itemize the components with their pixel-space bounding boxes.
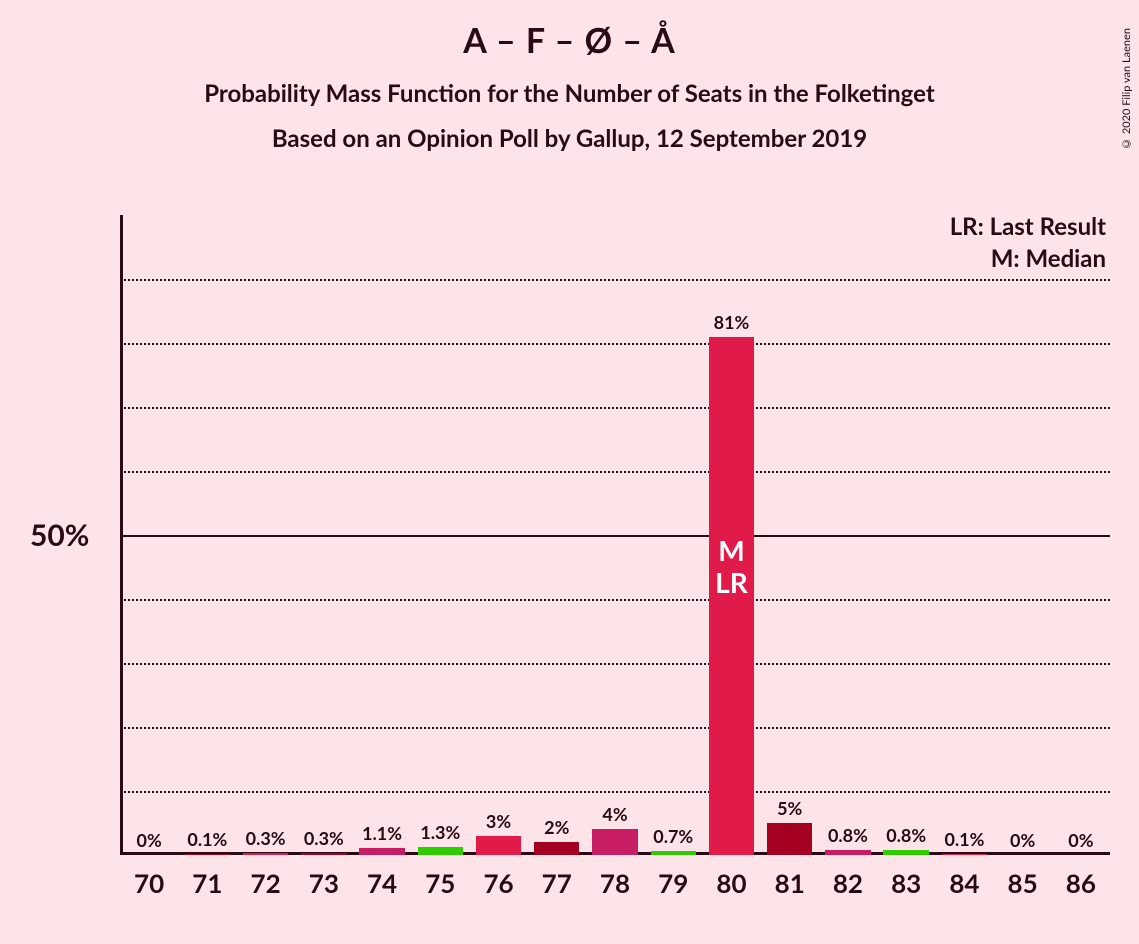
bar	[418, 847, 463, 855]
copyright-text: © 2020 Filip van Laenen	[1120, 28, 1133, 150]
bar	[185, 854, 230, 855]
bar-value-label: 2%	[528, 816, 586, 838]
y-axis-label: 50%	[30, 517, 89, 553]
bar	[301, 853, 346, 855]
x-tick-label: 85	[994, 867, 1052, 899]
x-tick-label: 80	[702, 867, 760, 899]
median-lr-label: LR	[709, 566, 754, 598]
gridline	[120, 407, 1110, 409]
median-marker: MLR	[709, 534, 754, 598]
gridline	[120, 599, 1110, 601]
gridline	[120, 471, 1110, 473]
main-title: A – F – Ø – Å	[0, 20, 1139, 61]
legend-lr: LR: Last Result	[950, 211, 1106, 243]
bar	[883, 850, 928, 855]
bar-value-label: 0%	[120, 829, 178, 851]
x-tick-label: 70	[120, 867, 178, 899]
bar	[592, 829, 637, 855]
gridline	[120, 343, 1110, 345]
x-tick-label: 72	[236, 867, 294, 899]
legend: LR: Last ResultM: Median	[950, 211, 1106, 276]
x-tick-label: 77	[528, 867, 586, 899]
chart-area: 50%0%700.1%710.3%720.3%731.1%741.3%753%7…	[120, 215, 1110, 855]
bar-value-label: 0%	[994, 829, 1052, 851]
subtitle-2: Based on an Opinion Poll by Gallup, 12 S…	[0, 124, 1139, 153]
bar-value-label: 1.1%	[353, 822, 411, 844]
x-tick-label: 71	[178, 867, 236, 899]
x-tick-label: 78	[586, 867, 644, 899]
x-tick-label: 79	[644, 867, 702, 899]
gridline	[120, 535, 1110, 537]
x-tick-label: 74	[353, 867, 411, 899]
bar	[476, 836, 521, 855]
bar-value-label: 0.8%	[877, 824, 935, 846]
subtitle-1: Probability Mass Function for the Number…	[0, 79, 1139, 108]
x-tick-label: 82	[819, 867, 877, 899]
bar-value-label: 4%	[586, 803, 644, 825]
bar	[651, 851, 696, 855]
bar	[942, 854, 987, 855]
bar	[534, 842, 579, 855]
bar-value-label: 3%	[469, 810, 527, 832]
gridline	[120, 279, 1110, 281]
bar-value-label: 0%	[1052, 829, 1110, 851]
bar	[825, 850, 870, 855]
bar-value-label: 0.1%	[178, 828, 236, 850]
bar	[359, 848, 404, 855]
bar-value-label: 0.7%	[644, 825, 702, 847]
bar-value-label: 1.3%	[411, 821, 469, 843]
bar-value-label: 81%	[702, 311, 760, 333]
bar	[243, 853, 288, 855]
x-tick-label: 86	[1052, 867, 1110, 899]
x-tick-label: 73	[295, 867, 353, 899]
bar-value-label: 0.3%	[236, 827, 294, 849]
x-tick-label: 83	[877, 867, 935, 899]
titles-block: A – F – Ø – Å Probability Mass Function f…	[0, 20, 1139, 153]
bar	[767, 823, 812, 855]
median-m-label: M	[709, 534, 754, 566]
gridline	[120, 727, 1110, 729]
bar-value-label: 0.8%	[819, 824, 877, 846]
x-tick-label: 84	[935, 867, 993, 899]
gridline	[120, 791, 1110, 793]
y-axis	[120, 215, 123, 855]
bar-value-label: 5%	[761, 797, 819, 819]
x-tick-label: 75	[411, 867, 469, 899]
x-tick-label: 76	[469, 867, 527, 899]
x-tick-label: 81	[761, 867, 819, 899]
gridline	[120, 663, 1110, 665]
legend-m: M: Median	[950, 243, 1106, 275]
bar-value-label: 0.1%	[935, 828, 993, 850]
bar-value-label: 0.3%	[295, 827, 353, 849]
